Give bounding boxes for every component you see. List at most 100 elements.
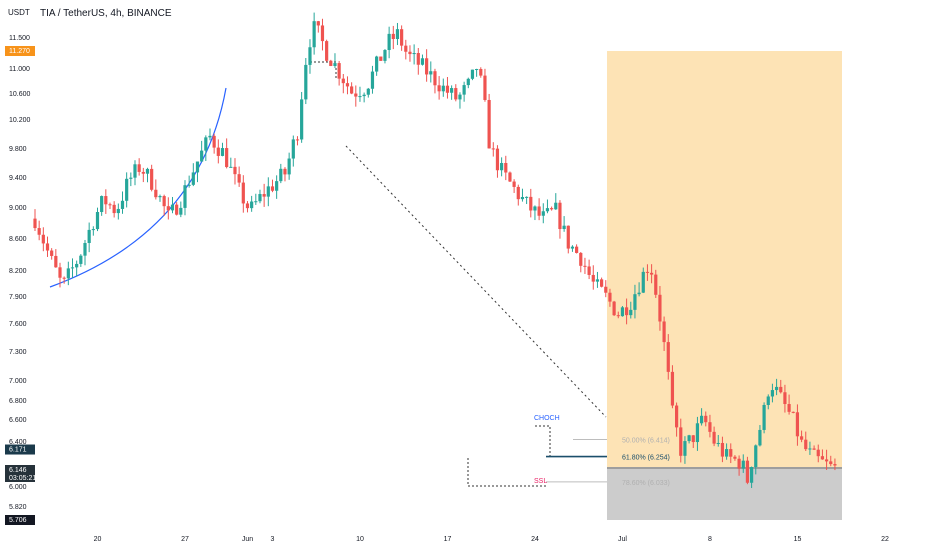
candle-body (675, 405, 679, 428)
candle (458, 92, 462, 109)
candle (608, 288, 612, 307)
candle (587, 259, 591, 280)
candle-body (216, 147, 220, 156)
target-profit-zone[interactable] (607, 51, 842, 468)
candle-body (504, 162, 508, 173)
candle (158, 194, 162, 202)
candle-body (570, 246, 575, 249)
candle (445, 77, 450, 99)
candle (712, 426, 716, 447)
candle (520, 188, 525, 202)
candle-body (362, 94, 366, 97)
candle (108, 202, 112, 210)
candle-body (604, 286, 608, 293)
price-tick-label: 5.820 (9, 504, 27, 511)
candle-body (95, 212, 100, 230)
candle-body (787, 404, 791, 412)
symbol-title[interactable]: TIA / TetherUS, 4h, BINANCE (40, 8, 172, 19)
candle (700, 408, 704, 426)
candle-body (304, 64, 308, 100)
candle (470, 69, 475, 81)
last-price-badge: 6.171 (5, 444, 35, 455)
candle-body (183, 185, 187, 208)
candle-body (591, 274, 595, 282)
fibonacci-retracement[interactable]: 50.00% (6.414) 61.80% (6.254) 78.60% (6.03… (546, 437, 670, 487)
candle (312, 12, 316, 55)
candle-body (520, 197, 525, 200)
candle (812, 445, 816, 450)
candle-body (266, 186, 270, 197)
candle-body (37, 228, 41, 235)
time-axis[interactable]: 20 27 Jun 3 10 17 24 Jul 8 15 22 (94, 536, 889, 543)
price-tick-label: 8.600 (9, 236, 27, 243)
candle-body (595, 279, 600, 282)
candle-body (225, 148, 229, 168)
candle-body (412, 53, 416, 55)
candle (550, 206, 554, 211)
candle (362, 92, 366, 103)
candle-body (187, 184, 191, 186)
candle (333, 53, 337, 68)
descending-trendline[interactable] (345, 145, 607, 418)
candle (62, 276, 66, 284)
candle-body (620, 307, 625, 317)
swing-marker-lines (310, 61, 551, 487)
price-axis[interactable]: 11.500 11.000 10.600 10.200 9.800 9.400 9.000 8… (9, 35, 31, 511)
candle-body (829, 461, 833, 465)
candle (283, 167, 287, 182)
candle-body (120, 200, 125, 209)
candle (541, 203, 545, 224)
candle-body (87, 229, 91, 243)
target-price-badge: 11.270 (5, 46, 35, 56)
candle-body (354, 93, 358, 97)
candle (300, 91, 304, 143)
candle (562, 216, 566, 232)
candle-body (637, 292, 641, 295)
candle-body (779, 386, 783, 393)
candle (679, 418, 683, 463)
candle-body (545, 208, 550, 212)
candle-body (125, 178, 129, 201)
candle-body (708, 422, 712, 432)
current-price-badge-text: 6.146 (9, 467, 27, 474)
candle (462, 81, 466, 102)
candle-body (799, 436, 804, 440)
candle-body (495, 148, 500, 171)
candle-body (62, 277, 66, 279)
candle-body (812, 448, 816, 450)
candle-body (754, 445, 758, 468)
candle-body (254, 201, 258, 203)
candle-body (445, 85, 450, 93)
candle (525, 196, 529, 205)
candle (487, 93, 491, 149)
candle (216, 139, 220, 164)
candle-body (616, 315, 620, 317)
candle (658, 286, 662, 331)
candle-body (583, 265, 587, 267)
stop-loss-zone[interactable] (607, 468, 842, 520)
candle-body (83, 242, 87, 256)
candle (345, 76, 350, 95)
candle (829, 455, 833, 467)
candle (779, 379, 783, 394)
candle-body (629, 309, 633, 316)
candle (237, 166, 241, 187)
candle (483, 68, 487, 102)
price-tick-label: 10.600 (9, 91, 31, 98)
rounding-bottom-curve[interactable] (49, 87, 227, 288)
candle (429, 61, 433, 83)
candle (358, 86, 362, 102)
candle-body (745, 460, 750, 483)
candle-body (662, 321, 666, 343)
price-tick-label: 7.000 (9, 378, 27, 385)
candle-body (400, 29, 404, 46)
candle (320, 18, 325, 51)
fib-786-label: 78.60% (6.033) (622, 480, 670, 487)
candle (116, 203, 120, 220)
candle-body (370, 71, 375, 89)
candle (641, 267, 645, 294)
candle-body (112, 204, 116, 214)
candle-body (683, 441, 687, 456)
